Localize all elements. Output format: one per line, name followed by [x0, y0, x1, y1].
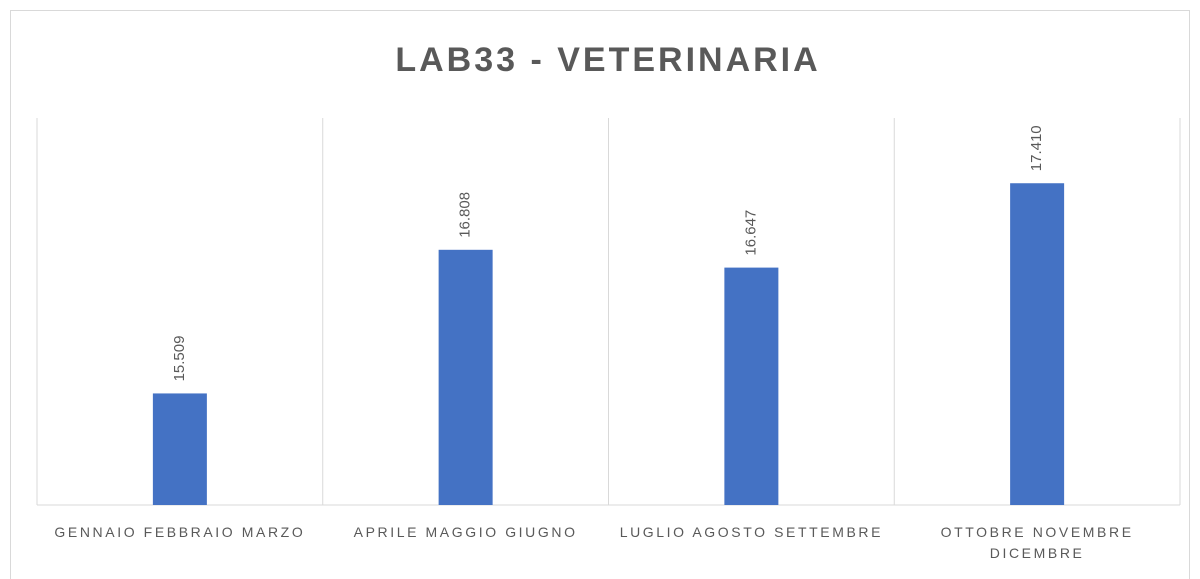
x-tick-label: APRILE MAGGIO GIUGNO	[353, 524, 578, 540]
data-label: 15.509	[171, 336, 188, 382]
chart-title: LAB33 - VETERINARIA	[395, 41, 820, 79]
data-label: 16.647	[742, 210, 759, 256]
x-tick-label: LUGLIO AGOSTO SETTEMBRE	[619, 524, 884, 540]
x-tick-label: OTTOBRE NOVEMBRE DICEMBRE	[940, 524, 1134, 561]
bar	[724, 267, 779, 505]
x-tick-label: GENNAIO FEBBRAIO MARZO	[54, 524, 306, 540]
bar	[1010, 183, 1065, 506]
bar	[152, 393, 207, 505]
data-label: 16.808	[457, 192, 474, 238]
bar	[438, 249, 493, 505]
chart-border	[10, 10, 1190, 579]
data-label: 17.410	[1028, 125, 1045, 171]
